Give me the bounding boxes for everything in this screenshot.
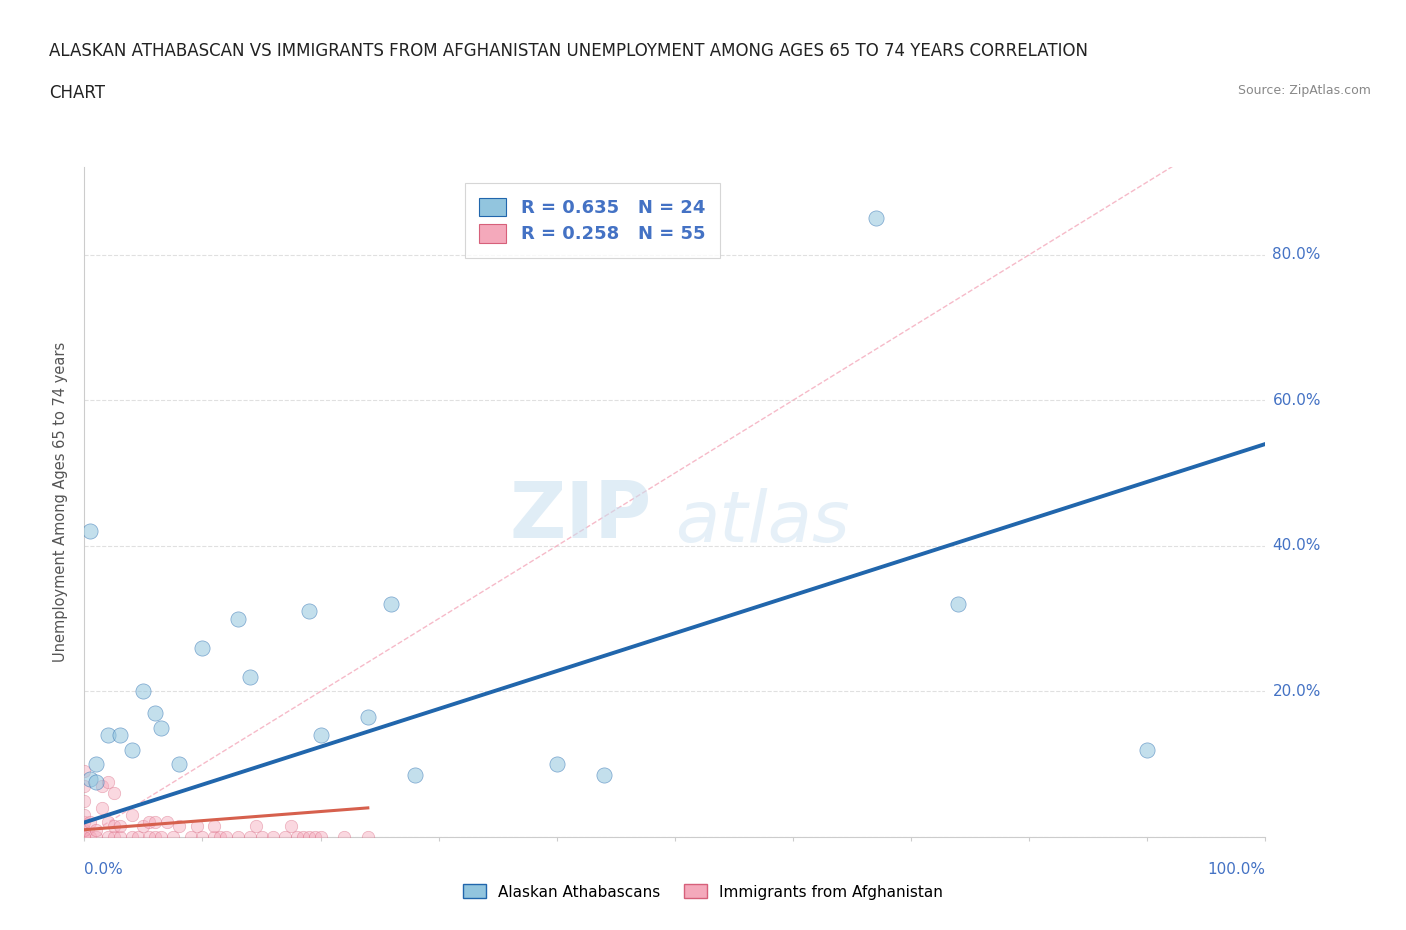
Point <box>191 641 214 656</box>
Point <box>143 815 166 830</box>
Point <box>291 830 314 844</box>
Point <box>97 727 120 742</box>
Point <box>73 830 96 844</box>
Point <box>202 830 225 844</box>
Point <box>143 830 166 844</box>
Point <box>108 818 131 833</box>
Point <box>84 830 107 844</box>
Text: 20.0%: 20.0% <box>1272 684 1320 699</box>
Point <box>138 815 160 830</box>
Text: ALASKAN ATHABASCAN VS IMMIGRANTS FROM AFGHANISTAN UNEMPLOYMENT AMONG AGES 65 TO : ALASKAN ATHABASCAN VS IMMIGRANTS FROM AF… <box>49 42 1088 60</box>
Text: 60.0%: 60.0% <box>1272 392 1320 407</box>
Point <box>180 830 202 844</box>
Point <box>298 604 321 618</box>
Point <box>239 830 262 844</box>
Point <box>79 524 101 538</box>
Point <box>79 815 101 830</box>
Point <box>121 742 143 757</box>
Point <box>121 808 143 823</box>
Text: Source: ZipAtlas.com: Source: ZipAtlas.com <box>1237 84 1371 97</box>
Point <box>121 830 143 844</box>
Point <box>948 597 970 612</box>
Point <box>333 830 356 844</box>
Point <box>1136 742 1159 757</box>
Point <box>546 757 568 772</box>
Point <box>167 818 190 833</box>
Point <box>73 830 96 844</box>
Point <box>215 830 238 844</box>
Point <box>79 771 101 786</box>
Point <box>73 778 96 793</box>
Point <box>304 830 326 844</box>
Point <box>298 830 321 844</box>
Text: atlas: atlas <box>675 488 849 557</box>
Point <box>404 767 426 782</box>
Point <box>103 786 125 801</box>
Point <box>91 778 114 793</box>
Point <box>156 815 179 830</box>
Legend: Alaskan Athabascans, Immigrants from Afghanistan: Alaskan Athabascans, Immigrants from Afg… <box>457 878 949 906</box>
Point <box>84 775 107 790</box>
Point <box>132 684 155 698</box>
Point <box>309 727 332 742</box>
Point <box>73 764 96 779</box>
Point <box>226 830 249 844</box>
Point <box>97 775 120 790</box>
Point <box>103 830 125 844</box>
Point <box>209 830 232 844</box>
Point <box>73 822 96 837</box>
Point <box>91 801 114 816</box>
Point <box>262 830 284 844</box>
Text: 100.0%: 100.0% <box>1208 862 1265 877</box>
Point <box>380 597 402 612</box>
Point <box>593 767 616 782</box>
Point <box>280 818 302 833</box>
Point <box>250 830 273 844</box>
Text: 80.0%: 80.0% <box>1272 247 1320 262</box>
Point <box>97 815 120 830</box>
Point <box>285 830 308 844</box>
Y-axis label: Unemployment Among Ages 65 to 74 years: Unemployment Among Ages 65 to 74 years <box>53 342 69 662</box>
Text: CHART: CHART <box>49 84 105 101</box>
Point <box>132 818 155 833</box>
Point <box>274 830 297 844</box>
Point <box>357 710 380 724</box>
Point <box>138 830 160 844</box>
Legend: R = 0.635   N = 24, R = 0.258   N = 55: R = 0.635 N = 24, R = 0.258 N = 55 <box>465 183 720 258</box>
Point <box>245 818 267 833</box>
Point <box>79 830 101 844</box>
Point <box>103 818 125 833</box>
Text: ZIP: ZIP <box>509 478 651 553</box>
Point <box>865 211 887 226</box>
Point <box>150 721 173 736</box>
Text: 40.0%: 40.0% <box>1272 538 1320 553</box>
Point <box>239 670 262 684</box>
Point <box>162 830 184 844</box>
Point <box>167 757 190 772</box>
Point <box>84 822 107 837</box>
Point <box>84 757 107 772</box>
Point <box>150 830 173 844</box>
Point <box>191 830 214 844</box>
Point <box>127 830 149 844</box>
Point <box>309 830 332 844</box>
Point <box>73 808 96 823</box>
Point <box>97 830 120 844</box>
Point <box>357 830 380 844</box>
Point <box>226 611 249 626</box>
Point <box>202 818 225 833</box>
Point <box>143 706 166 721</box>
Point <box>186 818 208 833</box>
Text: 0.0%: 0.0% <box>84 862 124 877</box>
Point <box>73 793 96 808</box>
Point <box>108 727 131 742</box>
Point <box>73 815 96 830</box>
Point <box>108 830 131 844</box>
